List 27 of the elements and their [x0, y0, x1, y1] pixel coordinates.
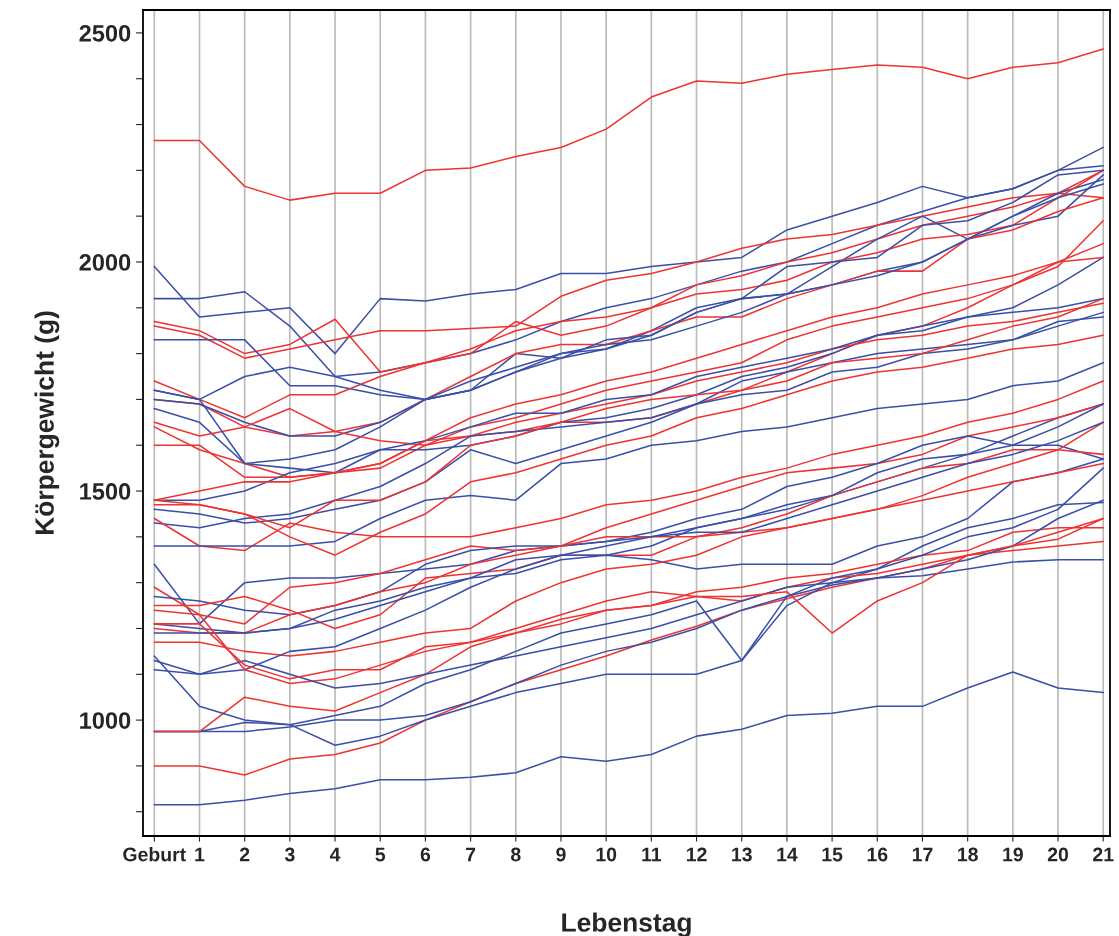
x-tick-label: 8: [511, 847, 521, 862]
y-tick-label: 1000: [80, 712, 131, 729]
x-tick-label: 2: [239, 847, 250, 862]
x-tick-label: 14: [777, 847, 798, 862]
x-tick-label: 4: [329, 847, 341, 862]
x-tick-label: 20: [1047, 847, 1069, 862]
y-axis-title: Körpergewicht (g): [34, 311, 60, 535]
x-tick-label: 7: [466, 847, 476, 862]
x-tick-label: 9: [556, 847, 566, 862]
x-tick-label: 15: [822, 847, 843, 862]
x-tick-label: 5: [375, 847, 386, 862]
x-tick-label: 13: [732, 847, 752, 862]
x-tick-label: 1: [195, 847, 205, 862]
x-tick-label: 17: [912, 847, 933, 862]
y-tick-label: 1500: [80, 483, 131, 500]
x-tick-label: 18: [958, 847, 978, 862]
x-tick-label: Geburt: [123, 847, 186, 862]
x-tick-label: 11: [642, 847, 662, 862]
x-tick-label: 3: [284, 847, 295, 862]
x-tick-label: 16: [867, 847, 888, 862]
x-tick-label: 6: [420, 847, 431, 862]
x-tick-label: 19: [1003, 847, 1023, 862]
y-tick-label: 2500: [79, 24, 131, 42]
x-tick-label: 12: [686, 847, 707, 862]
x-tick-label: 10: [596, 847, 617, 862]
x-tick-label: 21: [1093, 847, 1114, 862]
y-tick-label: 2000: [79, 254, 131, 271]
